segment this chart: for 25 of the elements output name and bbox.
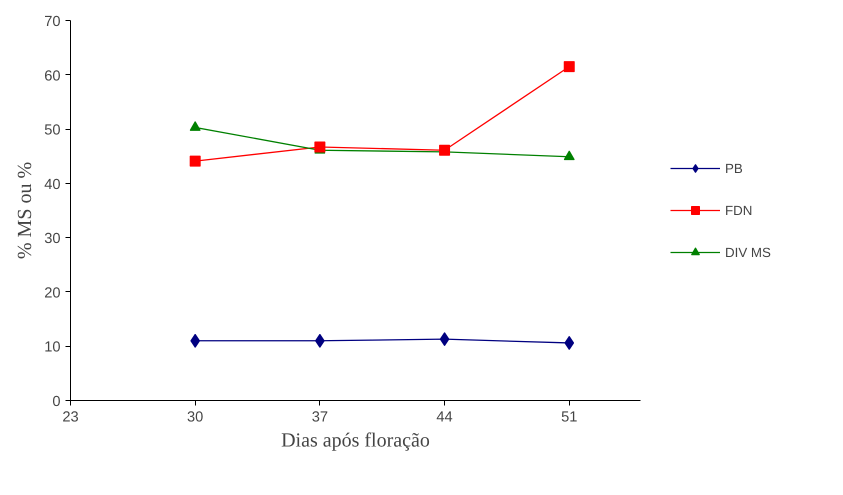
x-tick-label: 44 (436, 410, 453, 426)
legend-label: DIV MS (725, 244, 771, 260)
point (190, 156, 201, 167)
point (190, 121, 201, 131)
y-tick-label: 10 (44, 340, 61, 356)
x-tick-label: 51 (561, 410, 578, 426)
y-tick-label: 40 (44, 176, 61, 193)
y-tick-label: 30 (44, 231, 61, 248)
point (564, 61, 575, 72)
point (314, 141, 326, 152)
x-tick-label: 23 (62, 410, 79, 426)
x-tick-label: 37 (312, 410, 328, 426)
x-tick-label: 30 (187, 410, 204, 426)
y-tick-label: 70 (44, 14, 61, 30)
y-tick-label: 60 (44, 68, 61, 84)
legend-label: PB (725, 160, 744, 176)
y-axis-title: % MS ou % (14, 162, 36, 260)
point (564, 150, 575, 160)
y-tick-label: 50 (44, 122, 61, 139)
point (190, 334, 200, 348)
x-axis-title: Dias após floração (281, 430, 430, 452)
legend-label: FDN (725, 202, 752, 218)
point (564, 336, 574, 350)
y-tick-label: 0 (52, 394, 61, 410)
y-tick-label: 20 (44, 285, 61, 302)
